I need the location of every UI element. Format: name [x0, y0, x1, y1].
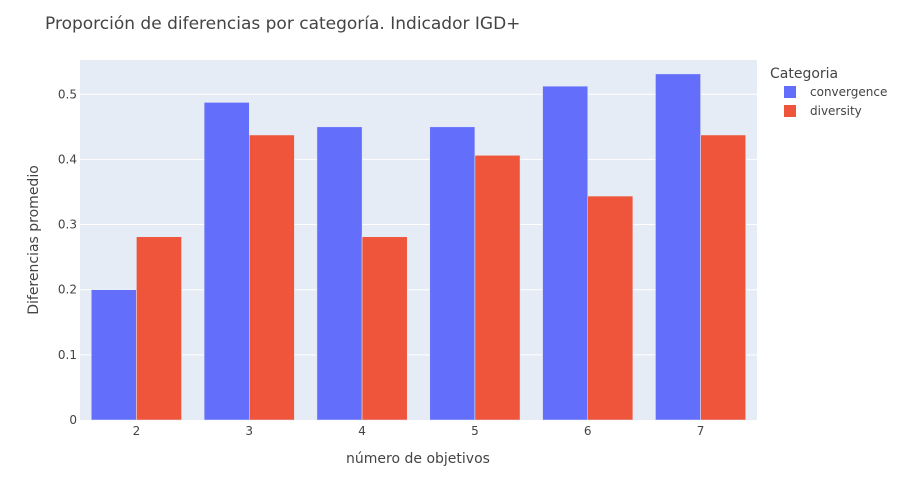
- bars: [91, 73, 746, 421]
- x-tick-label: 7: [697, 424, 705, 438]
- y-axis-title: Diferencias promedio: [26, 165, 42, 315]
- bar-convergence-3[interactable]: [203, 102, 250, 421]
- legend-label-convergence[interactable]: convergence: [810, 85, 887, 99]
- bar-diversity-5[interactable]: [474, 155, 521, 421]
- bar-convergence-5[interactable]: [429, 126, 476, 421]
- bar-convergence-4[interactable]: [316, 126, 363, 421]
- bar-diversity-3[interactable]: [249, 134, 295, 421]
- y-tick-label: 0.5: [58, 87, 77, 101]
- legend-swatch-diversity[interactable]: [784, 105, 796, 117]
- y-tick-label: 0.3: [58, 218, 77, 232]
- x-tick-label: 6: [584, 424, 592, 438]
- x-tick-label: 3: [245, 424, 253, 438]
- axis-ticks: 0 0.1 0.2 0.3 0.4 0.5 2 3 4 5 6 7: [58, 87, 704, 438]
- bar-convergence-7[interactable]: [655, 73, 701, 421]
- gridlines: [80, 93, 757, 356]
- chart-title: Proporción de diferencias por categoría.…: [45, 14, 520, 34]
- y-tick-label: 0.4: [58, 152, 77, 166]
- x-tick-label: 4: [358, 424, 366, 438]
- bar-convergence-6[interactable]: [542, 85, 588, 421]
- x-tick-label: 2: [133, 424, 141, 438]
- legend-swatch-convergence[interactable]: [784, 86, 796, 98]
- bar-diversity-7[interactable]: [700, 134, 746, 421]
- bar-diversity-2[interactable]: [136, 236, 182, 421]
- x-axis-title: número de objetivos: [346, 451, 490, 467]
- y-tick-label: 0.1: [58, 348, 77, 362]
- bar-diversity-4[interactable]: [361, 236, 408, 421]
- plot-area: [80, 60, 757, 420]
- x-tick-label: 5: [471, 424, 479, 438]
- y-tick-label: 0: [69, 413, 77, 427]
- legend-label-diversity[interactable]: diversity: [810, 104, 862, 118]
- legend-title: Categoria: [770, 66, 838, 82]
- legend: Categoria convergence diversity: [770, 66, 887, 118]
- bar-diversity-6[interactable]: [587, 195, 634, 421]
- bar-convergence-2[interactable]: [91, 289, 137, 421]
- y-tick-label: 0.2: [58, 283, 77, 297]
